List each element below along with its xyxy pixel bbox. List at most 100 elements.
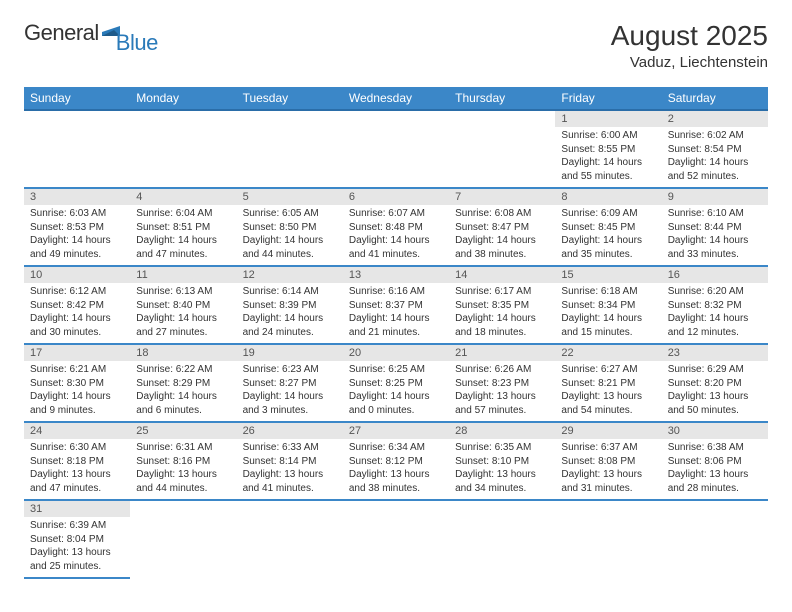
day-info: Sunrise: 6:37 AMSunset: 8:08 PMDaylight:… [555, 439, 661, 499]
day-info: Sunrise: 6:13 AMSunset: 8:40 PMDaylight:… [130, 283, 236, 343]
daylight: Daylight: 13 hours and 34 minutes. [455, 468, 549, 495]
daylight: Daylight: 13 hours and 47 minutes. [30, 468, 124, 495]
calendar-cell: 26Sunrise: 6:33 AMSunset: 8:14 PMDayligh… [237, 422, 343, 500]
sunrise: Sunrise: 6:35 AM [455, 441, 549, 455]
day-number: 29 [555, 423, 661, 439]
day-number: 10 [24, 267, 130, 283]
daylight: Daylight: 14 hours and 35 minutes. [561, 234, 655, 261]
calendar-cell [130, 110, 236, 188]
daylight: Daylight: 14 hours and 49 minutes. [30, 234, 124, 261]
sunrise: Sunrise: 6:23 AM [243, 363, 337, 377]
calendar-cell: 15Sunrise: 6:18 AMSunset: 8:34 PMDayligh… [555, 266, 661, 344]
calendar-cell [130, 500, 236, 578]
sunset: Sunset: 8:29 PM [136, 377, 230, 391]
calendar-cell: 6Sunrise: 6:07 AMSunset: 8:48 PMDaylight… [343, 188, 449, 266]
calendar-cell [449, 500, 555, 578]
day-info: Sunrise: 6:08 AMSunset: 8:47 PMDaylight:… [449, 205, 555, 265]
day-info: Sunrise: 6:30 AMSunset: 8:18 PMDaylight:… [24, 439, 130, 499]
day-info: Sunrise: 6:34 AMSunset: 8:12 PMDaylight:… [343, 439, 449, 499]
daylight: Daylight: 14 hours and 15 minutes. [561, 312, 655, 339]
sunset: Sunset: 8:23 PM [455, 377, 549, 391]
sunset: Sunset: 8:47 PM [455, 221, 549, 235]
sunrise: Sunrise: 6:02 AM [668, 129, 762, 143]
day-info: Sunrise: 6:22 AMSunset: 8:29 PMDaylight:… [130, 361, 236, 421]
weekday-header: Friday [555, 87, 661, 110]
daylight: Daylight: 14 hours and 33 minutes. [668, 234, 762, 261]
sunrise: Sunrise: 6:18 AM [561, 285, 655, 299]
calendar-cell [237, 110, 343, 188]
daylight: Daylight: 14 hours and 12 minutes. [668, 312, 762, 339]
day-info: Sunrise: 6:14 AMSunset: 8:39 PMDaylight:… [237, 283, 343, 343]
sunset: Sunset: 8:10 PM [455, 455, 549, 469]
calendar-cell [343, 500, 449, 578]
calendar-cell: 23Sunrise: 6:29 AMSunset: 8:20 PMDayligh… [662, 344, 768, 422]
calendar-body: 1Sunrise: 6:00 AMSunset: 8:55 PMDaylight… [24, 110, 768, 578]
daylight: Daylight: 14 hours and 9 minutes. [30, 390, 124, 417]
calendar-cell: 30Sunrise: 6:38 AMSunset: 8:06 PMDayligh… [662, 422, 768, 500]
calendar-cell [24, 110, 130, 188]
day-number: 24 [24, 423, 130, 439]
weekday-header-row: SundayMondayTuesdayWednesdayThursdayFrid… [24, 87, 768, 110]
calendar-cell: 1Sunrise: 6:00 AMSunset: 8:55 PMDaylight… [555, 110, 661, 188]
calendar-cell: 9Sunrise: 6:10 AMSunset: 8:44 PMDaylight… [662, 188, 768, 266]
daylight: Daylight: 14 hours and 44 minutes. [243, 234, 337, 261]
day-number: 6 [343, 189, 449, 205]
calendar-cell [343, 110, 449, 188]
day-number: 4 [130, 189, 236, 205]
day-info: Sunrise: 6:35 AMSunset: 8:10 PMDaylight:… [449, 439, 555, 499]
calendar-cell: 21Sunrise: 6:26 AMSunset: 8:23 PMDayligh… [449, 344, 555, 422]
calendar-cell: 8Sunrise: 6:09 AMSunset: 8:45 PMDaylight… [555, 188, 661, 266]
calendar-cell: 16Sunrise: 6:20 AMSunset: 8:32 PMDayligh… [662, 266, 768, 344]
day-number: 31 [24, 501, 130, 517]
day-info: Sunrise: 6:07 AMSunset: 8:48 PMDaylight:… [343, 205, 449, 265]
sunrise: Sunrise: 6:17 AM [455, 285, 549, 299]
sunset: Sunset: 8:42 PM [30, 299, 124, 313]
day-number: 15 [555, 267, 661, 283]
sunrise: Sunrise: 6:13 AM [136, 285, 230, 299]
daylight: Daylight: 13 hours and 28 minutes. [668, 468, 762, 495]
day-info: Sunrise: 6:09 AMSunset: 8:45 PMDaylight:… [555, 205, 661, 265]
calendar-cell: 3Sunrise: 6:03 AMSunset: 8:53 PMDaylight… [24, 188, 130, 266]
month-title: August 2025 [611, 20, 768, 52]
calendar-cell: 14Sunrise: 6:17 AMSunset: 8:35 PMDayligh… [449, 266, 555, 344]
sunrise: Sunrise: 6:14 AM [243, 285, 337, 299]
day-info: Sunrise: 6:00 AMSunset: 8:55 PMDaylight:… [555, 127, 661, 187]
day-info: Sunrise: 6:03 AMSunset: 8:53 PMDaylight:… [24, 205, 130, 265]
sunset: Sunset: 8:45 PM [561, 221, 655, 235]
day-info: Sunrise: 6:04 AMSunset: 8:51 PMDaylight:… [130, 205, 236, 265]
day-number: 22 [555, 345, 661, 361]
calendar-cell: 20Sunrise: 6:25 AMSunset: 8:25 PMDayligh… [343, 344, 449, 422]
calendar-cell: 28Sunrise: 6:35 AMSunset: 8:10 PMDayligh… [449, 422, 555, 500]
calendar-week-row: 10Sunrise: 6:12 AMSunset: 8:42 PMDayligh… [24, 266, 768, 344]
calendar-cell: 11Sunrise: 6:13 AMSunset: 8:40 PMDayligh… [130, 266, 236, 344]
daylight: Daylight: 14 hours and 18 minutes. [455, 312, 549, 339]
daylight: Daylight: 13 hours and 31 minutes. [561, 468, 655, 495]
calendar-cell: 10Sunrise: 6:12 AMSunset: 8:42 PMDayligh… [24, 266, 130, 344]
calendar-table: SundayMondayTuesdayWednesdayThursdayFrid… [24, 87, 768, 579]
day-number: 30 [662, 423, 768, 439]
calendar-week-row: 31Sunrise: 6:39 AMSunset: 8:04 PMDayligh… [24, 500, 768, 578]
day-number: 25 [130, 423, 236, 439]
sunset: Sunset: 8:08 PM [561, 455, 655, 469]
daylight: Daylight: 14 hours and 27 minutes. [136, 312, 230, 339]
day-info: Sunrise: 6:18 AMSunset: 8:34 PMDaylight:… [555, 283, 661, 343]
daylight: Daylight: 13 hours and 44 minutes. [136, 468, 230, 495]
sunrise: Sunrise: 6:31 AM [136, 441, 230, 455]
day-number: 20 [343, 345, 449, 361]
calendar-cell: 29Sunrise: 6:37 AMSunset: 8:08 PMDayligh… [555, 422, 661, 500]
sunset: Sunset: 8:51 PM [136, 221, 230, 235]
sunset: Sunset: 8:53 PM [30, 221, 124, 235]
daylight: Daylight: 14 hours and 3 minutes. [243, 390, 337, 417]
calendar-cell [662, 500, 768, 578]
sunrise: Sunrise: 6:10 AM [668, 207, 762, 221]
calendar-cell [449, 110, 555, 188]
sunset: Sunset: 8:39 PM [243, 299, 337, 313]
sunrise: Sunrise: 6:03 AM [30, 207, 124, 221]
sunrise: Sunrise: 6:25 AM [349, 363, 443, 377]
sunset: Sunset: 8:18 PM [30, 455, 124, 469]
sunrise: Sunrise: 6:39 AM [30, 519, 124, 533]
day-info: Sunrise: 6:16 AMSunset: 8:37 PMDaylight:… [343, 283, 449, 343]
daylight: Daylight: 14 hours and 24 minutes. [243, 312, 337, 339]
sunrise: Sunrise: 6:37 AM [561, 441, 655, 455]
sunset: Sunset: 8:25 PM [349, 377, 443, 391]
